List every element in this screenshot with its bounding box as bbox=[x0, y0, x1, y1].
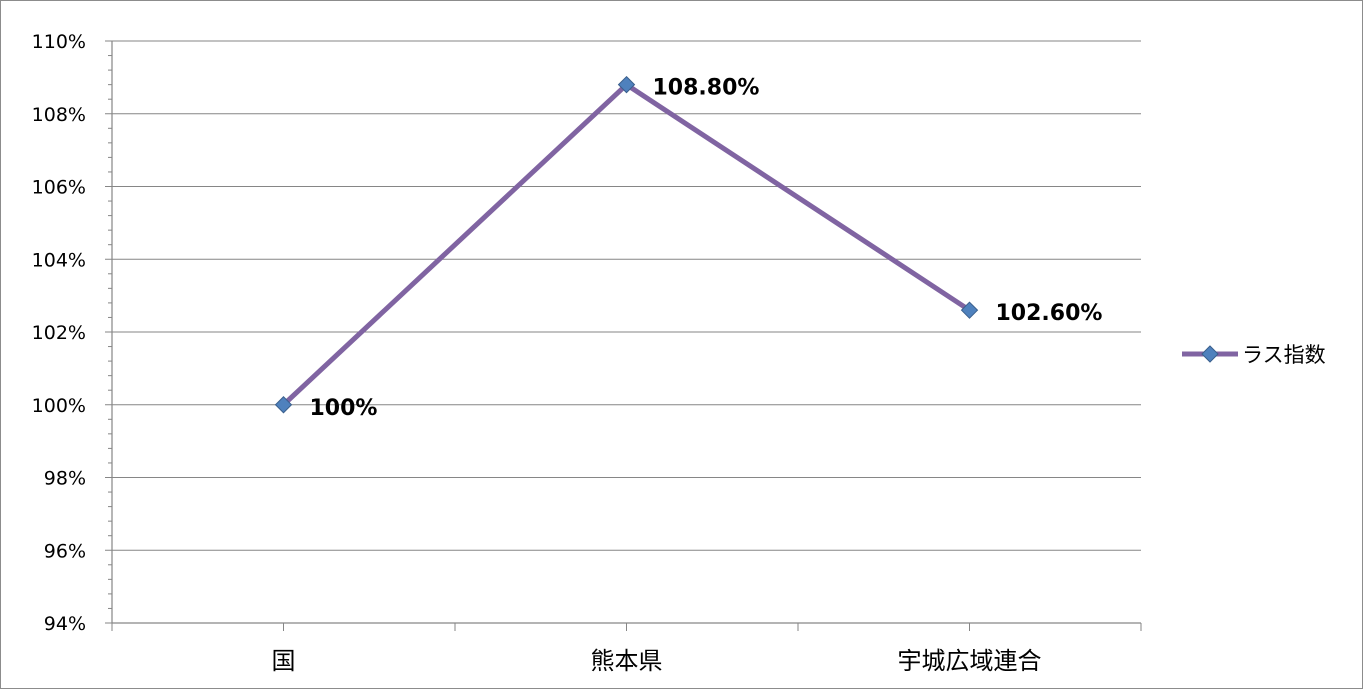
legend-label: ラス指数 bbox=[1242, 343, 1326, 367]
y-tick-label: 104% bbox=[32, 249, 86, 271]
data-labels: 100% 108.80% 102.60% bbox=[310, 76, 1103, 421]
data-label: 100% bbox=[310, 396, 378, 421]
x-category-label: 熊本県 bbox=[591, 647, 663, 675]
y-tick-label: 102% bbox=[32, 322, 86, 344]
data-label: 102.60% bbox=[996, 301, 1103, 326]
data-point-marker bbox=[274, 396, 293, 414]
y-tick-labels: 94% 96% 98% 100% 102% 104% 106% 108% 110% bbox=[32, 31, 86, 635]
data-point-marker bbox=[960, 301, 979, 319]
y-tick-label: 96% bbox=[44, 540, 86, 562]
legend: ラス指数 bbox=[1182, 343, 1326, 367]
series-line bbox=[281, 82, 972, 408]
series-line-path bbox=[281, 82, 972, 408]
y-tick-label: 106% bbox=[32, 177, 86, 199]
series-markers bbox=[274, 75, 979, 414]
data-label: 108.80% bbox=[653, 76, 760, 101]
x-tick-labels: 国 熊本県 宇城広域連合 bbox=[272, 647, 1042, 675]
x-category-label: 国 bbox=[272, 647, 296, 675]
y-tick-label: 110% bbox=[32, 31, 86, 53]
y-tick-label: 100% bbox=[32, 395, 86, 417]
legend-marker bbox=[1201, 345, 1219, 363]
data-point-marker bbox=[617, 75, 636, 94]
y-tick-label: 108% bbox=[32, 104, 86, 126]
y-tick-label: 98% bbox=[44, 468, 86, 490]
x-category-label: 宇城広域連合 bbox=[898, 647, 1042, 675]
gridlines bbox=[112, 40, 1141, 551]
y-tick-label: 94% bbox=[44, 613, 86, 635]
axes bbox=[105, 40, 1142, 631]
